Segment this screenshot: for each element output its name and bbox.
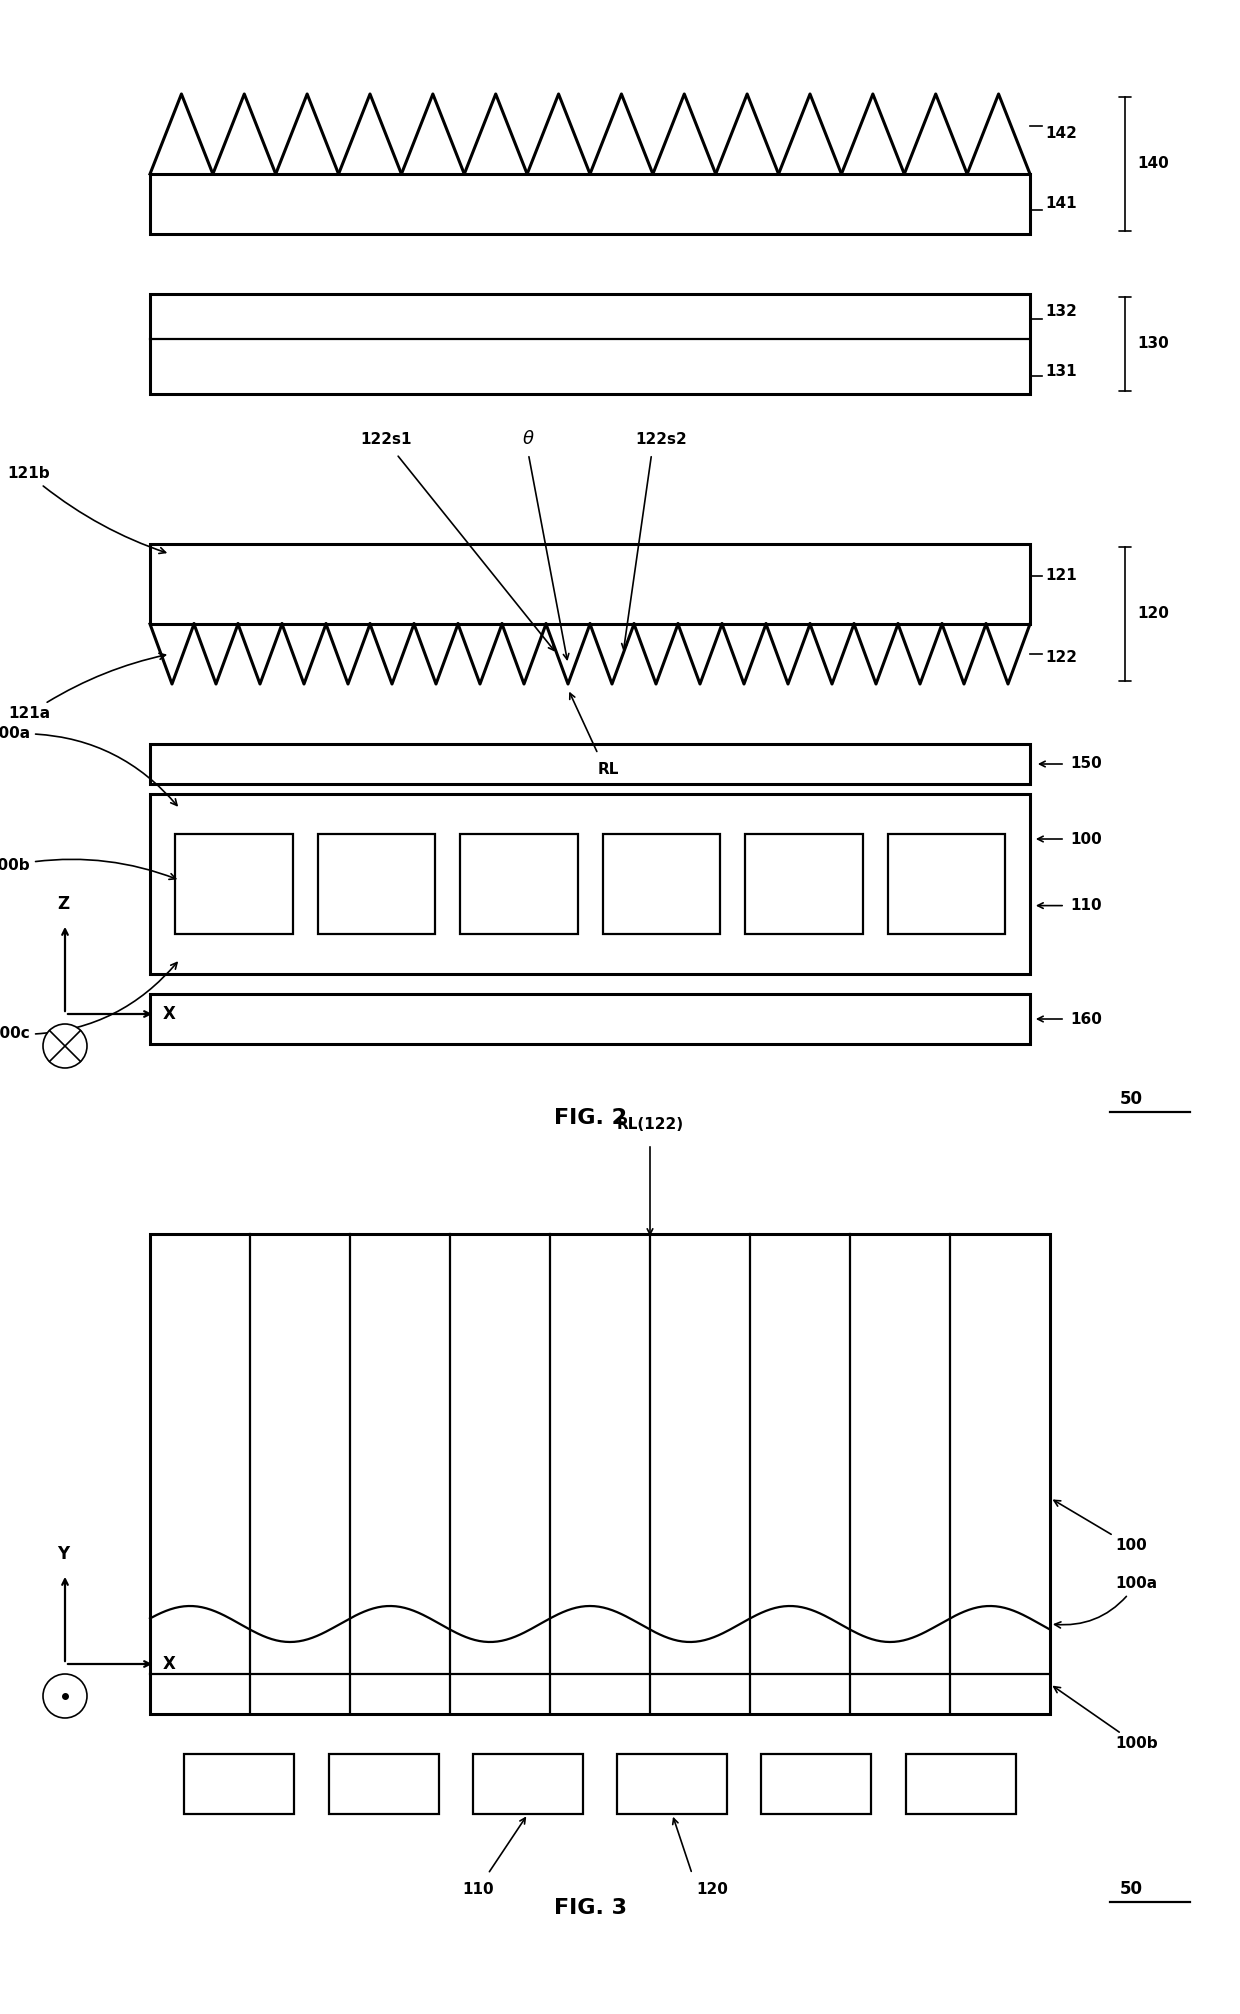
Text: 100: 100 xyxy=(1070,832,1102,846)
Text: $\theta$: $\theta$ xyxy=(522,431,534,447)
Text: 121a: 121a xyxy=(7,653,165,721)
Text: 120: 120 xyxy=(1137,606,1169,622)
Text: RL: RL xyxy=(598,761,619,777)
Bar xyxy=(317,834,435,934)
Bar xyxy=(905,1754,1016,1815)
Text: X: X xyxy=(162,1005,176,1023)
Text: Z: Z xyxy=(57,894,69,912)
Bar xyxy=(150,995,1030,1043)
Bar xyxy=(175,834,293,934)
Text: 100: 100 xyxy=(1054,1500,1147,1553)
Bar xyxy=(150,1235,1050,1714)
Text: 100c: 100c xyxy=(0,963,177,1041)
Text: 120: 120 xyxy=(696,1881,728,1897)
Text: FIG. 3: FIG. 3 xyxy=(553,1897,626,1917)
Bar xyxy=(150,743,1030,783)
Text: 110: 110 xyxy=(1070,898,1101,912)
Circle shape xyxy=(43,1023,87,1067)
Text: 160: 160 xyxy=(1070,1011,1102,1027)
Bar xyxy=(150,544,1030,624)
Bar xyxy=(150,294,1030,395)
Text: Y: Y xyxy=(50,1045,62,1063)
Text: FIG. 2: FIG. 2 xyxy=(553,1108,626,1128)
Text: 140: 140 xyxy=(1137,157,1169,171)
Bar xyxy=(329,1754,439,1815)
Text: Y: Y xyxy=(57,1545,69,1563)
Text: 100b: 100b xyxy=(0,858,176,880)
Bar xyxy=(472,1754,583,1815)
Bar xyxy=(761,1754,872,1815)
Bar xyxy=(460,834,578,934)
Text: 100b: 100b xyxy=(1054,1686,1158,1752)
Text: 141: 141 xyxy=(1045,197,1076,211)
Bar xyxy=(888,834,1004,934)
Text: RL(122): RL(122) xyxy=(616,1118,683,1132)
Text: 100a: 100a xyxy=(1055,1577,1157,1627)
Text: 50: 50 xyxy=(1120,1090,1143,1108)
Circle shape xyxy=(43,1674,87,1718)
Bar xyxy=(150,173,1030,234)
Text: 142: 142 xyxy=(1045,127,1076,141)
Text: 150: 150 xyxy=(1070,757,1102,771)
Text: 50: 50 xyxy=(1120,1879,1143,1897)
Text: 132: 132 xyxy=(1045,304,1076,320)
Text: 121b: 121b xyxy=(7,467,166,554)
Text: 110: 110 xyxy=(463,1881,494,1897)
Text: 122s2: 122s2 xyxy=(636,431,687,447)
Bar xyxy=(618,1754,727,1815)
Bar xyxy=(745,834,863,934)
Bar xyxy=(150,794,1030,975)
Bar xyxy=(185,1754,294,1815)
Text: 130: 130 xyxy=(1137,336,1169,352)
Text: 122s1: 122s1 xyxy=(361,431,412,447)
Text: 122: 122 xyxy=(1045,649,1078,665)
Text: Z: Z xyxy=(50,1696,62,1714)
Text: 131: 131 xyxy=(1045,365,1076,379)
Text: X: X xyxy=(162,1656,176,1674)
Bar xyxy=(603,834,720,934)
Text: 121: 121 xyxy=(1045,568,1076,584)
Text: 100a: 100a xyxy=(0,727,177,806)
